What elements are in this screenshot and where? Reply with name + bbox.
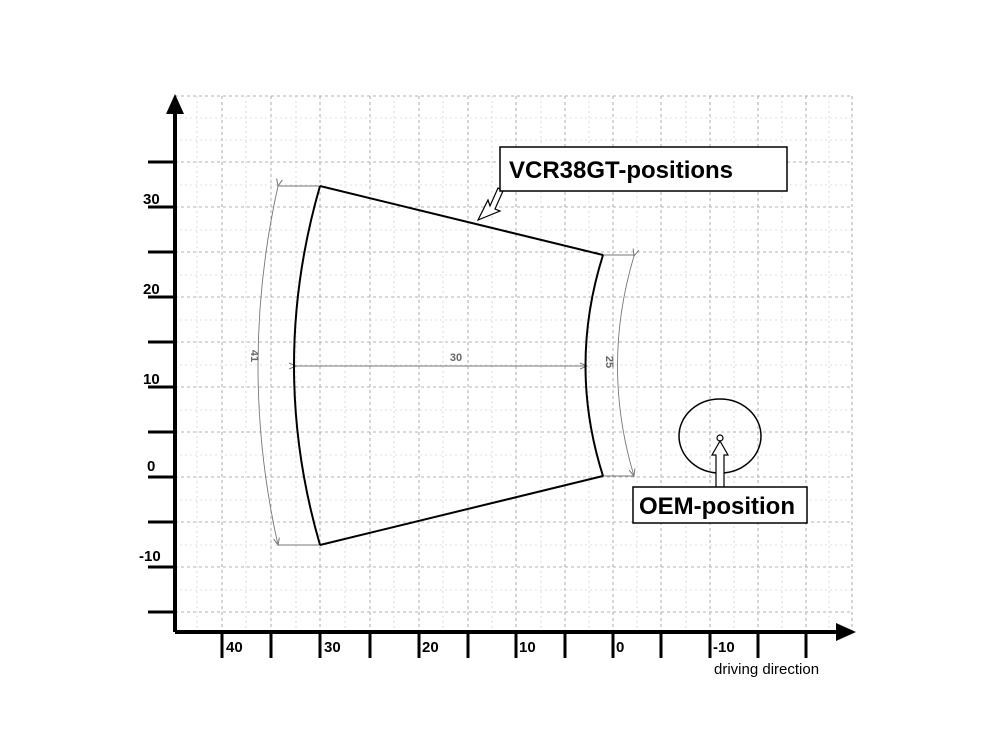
vcr-position-sector xyxy=(293,185,604,546)
x-axis-caption: driving direction xyxy=(714,661,819,678)
x-tick-label: 20 xyxy=(422,639,439,656)
y-tick-label: 20 xyxy=(143,281,160,298)
y-tick-label: 10 xyxy=(143,371,160,388)
span-label: 30 xyxy=(450,352,462,364)
sector-bottom-edge xyxy=(319,475,604,546)
inner-angle-arc xyxy=(617,256,635,476)
outer-angle-arc xyxy=(257,186,278,545)
oem-callout-label: OEM-position xyxy=(639,493,795,520)
x-axis-arrow xyxy=(836,623,856,641)
y-tick-label: -10 xyxy=(139,548,161,565)
vcr-callout: VCR38GT-positions xyxy=(476,146,788,222)
x-tick-label: 40 xyxy=(226,639,243,656)
dimension-lines xyxy=(257,186,635,545)
oem-callout: OEM-position xyxy=(632,439,808,524)
x-tick-label: 0 xyxy=(616,639,624,656)
x-tick-label: -10 xyxy=(713,639,735,656)
oem-callout-arrow xyxy=(710,439,730,490)
y-tick-label: 0 xyxy=(147,458,155,475)
sector-inner-arc xyxy=(584,254,604,477)
oem-callout-box xyxy=(632,486,808,524)
x-ticks xyxy=(220,632,808,658)
axes xyxy=(166,94,856,641)
y-tick-label: 30 xyxy=(143,191,160,208)
outer-angle-label: 41 xyxy=(248,350,260,362)
grid-minor xyxy=(175,96,852,632)
x-tick-label: 30 xyxy=(324,639,341,656)
y-axis-arrow xyxy=(166,94,184,114)
y-ticks xyxy=(148,160,175,614)
sector-outer-arc xyxy=(293,185,321,546)
vcr-callout-label: VCR38GT-positions xyxy=(509,157,733,184)
sector-top-edge xyxy=(319,185,604,256)
vcr-callout-box xyxy=(499,146,788,192)
x-tick-label: 10 xyxy=(519,639,536,656)
inner-angle-label: 25 xyxy=(603,356,615,368)
vcr-callout-arrow xyxy=(476,187,504,222)
